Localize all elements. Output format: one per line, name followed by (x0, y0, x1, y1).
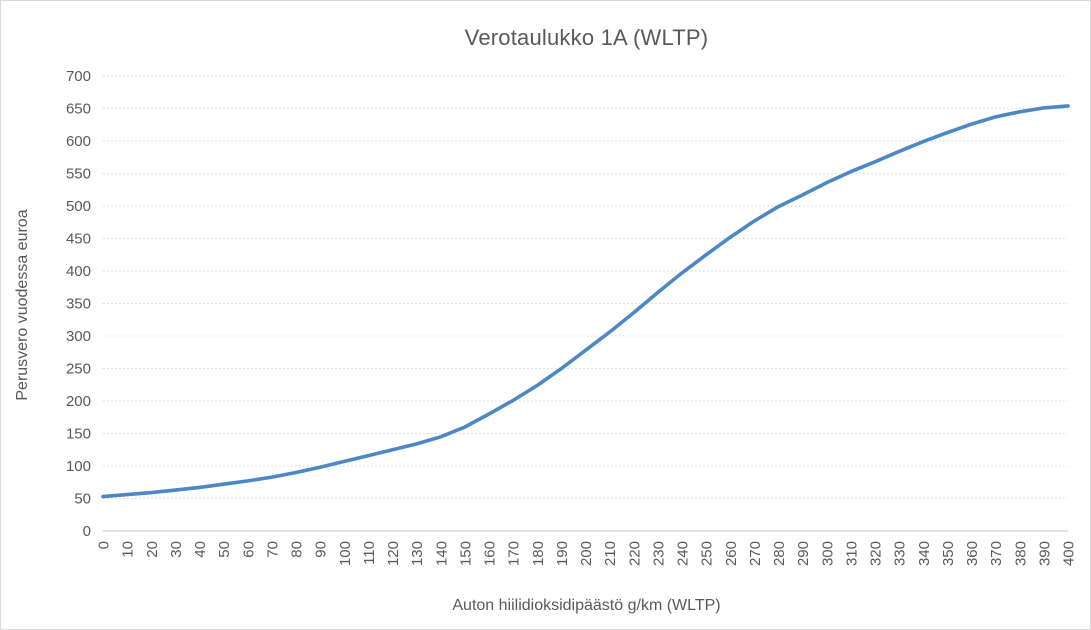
x-tick-label: 290 (795, 541, 812, 566)
y-tick-label: 250 (66, 361, 91, 378)
y-tick-label: 650 (66, 101, 91, 118)
y-tick-label: 200 (66, 393, 91, 410)
x-tick-label: 40 (192, 541, 209, 558)
x-tick-label: 280 (771, 541, 788, 566)
x-tick-label: 230 (650, 541, 667, 566)
x-tick-label: 90 (313, 541, 330, 558)
y-tick-label: 500 (66, 198, 91, 215)
x-tick-label: 80 (289, 541, 306, 558)
x-tick-label: 50 (216, 541, 233, 558)
y-tick-label: 0 (83, 523, 91, 540)
chart-title: Verotaulukko 1A (WLTP) (464, 25, 709, 50)
x-tick-label: 350 (940, 541, 957, 566)
x-tick-label: 200 (578, 541, 595, 566)
x-tick-label: 250 (699, 541, 716, 566)
x-axis-title: Auton hiilidioksidipäästö g/km (WLTP) (452, 597, 721, 614)
y-tick-label: 300 (66, 328, 91, 345)
x-tick-label: 30 (168, 541, 185, 558)
x-tick-label: 160 (482, 541, 499, 566)
x-tick-label: 0 (96, 541, 113, 549)
x-tick-label: 140 (433, 541, 450, 566)
x-tick-label: 10 (120, 541, 137, 558)
y-tick-label: 550 (66, 166, 91, 183)
x-tick-label: 380 (1012, 541, 1029, 566)
y-tick-label: 150 (66, 426, 91, 443)
x-tick-label: 20 (144, 541, 161, 558)
x-tick-label: 100 (337, 541, 354, 566)
x-tick-label: 60 (240, 541, 257, 558)
x-tick-label: 130 (409, 541, 426, 566)
series-line (101, 104, 1070, 499)
x-tick-label: 330 (892, 541, 909, 566)
x-tick-label: 220 (626, 541, 643, 566)
x-tick-label: 300 (819, 541, 836, 566)
x-tick-label: 400 (1061, 541, 1078, 566)
y-tick-label: 350 (66, 296, 91, 313)
y-tick-label: 400 (66, 263, 91, 280)
y-tick-label: 600 (66, 133, 91, 150)
x-tick-label: 150 (457, 541, 474, 566)
y-tick-label: 50 (74, 491, 91, 508)
x-tick-label: 240 (675, 541, 692, 566)
x-tick-label: 260 (723, 541, 740, 566)
x-tick-label: 170 (506, 541, 523, 566)
x-tick-label: 270 (747, 541, 764, 566)
x-tick-label: 340 (916, 541, 933, 566)
y-tick-label: 450 (66, 231, 91, 248)
x-tick-label: 70 (264, 541, 281, 558)
x-tick-label: 110 (361, 541, 378, 565)
x-tick-label: 190 (554, 541, 571, 566)
y-tick-label: 700 (66, 68, 91, 85)
x-tick-label: 120 (385, 541, 402, 566)
x-tick-label: 180 (530, 541, 547, 566)
y-tick-label: 100 (66, 458, 91, 475)
x-tick-label: 390 (1036, 541, 1053, 566)
x-tick-label: 320 (868, 541, 885, 566)
x-tick-label: 210 (602, 541, 619, 566)
x-tick-label: 370 (988, 541, 1005, 566)
x-tick-label: 360 (964, 541, 981, 566)
x-tick-label: 310 (843, 541, 860, 566)
